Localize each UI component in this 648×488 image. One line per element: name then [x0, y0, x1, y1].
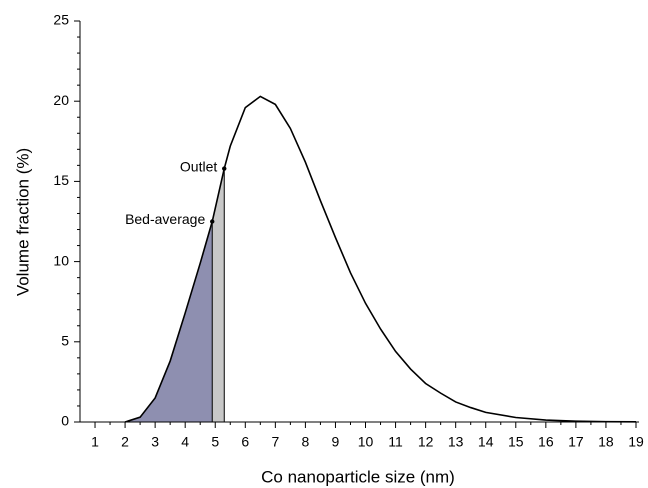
y-tick-label: 15 [53, 172, 69, 188]
y-tick-label: 25 [53, 12, 69, 28]
marker-point [210, 219, 215, 224]
x-tick-label: 11 [388, 434, 403, 450]
x-axis-title: Co nanoparticle size (nm) [261, 467, 455, 486]
x-tick-label: 6 [241, 434, 249, 450]
y-tick-label: 0 [61, 413, 69, 429]
x-tick-label: 17 [568, 434, 584, 450]
marker-point [222, 166, 227, 171]
x-tick-label: 19 [628, 434, 644, 450]
x-tick-label: 4 [181, 434, 189, 450]
annotation: Outlet [180, 158, 217, 174]
x-tick-label: 13 [448, 434, 464, 450]
x-tick-label: 10 [358, 434, 374, 450]
shaded-region [212, 168, 225, 422]
curve [124, 95, 636, 423]
x-tick-label: 18 [598, 434, 614, 450]
x-tick-label: 2 [121, 434, 129, 450]
y-tick-label: 5 [61, 333, 69, 349]
x-tick-label: 3 [151, 434, 159, 450]
x-tick-label: 14 [478, 434, 494, 450]
x-tick-label: 1 [91, 434, 99, 450]
y-tick-label: 20 [53, 92, 69, 108]
y-tick-label: 10 [53, 252, 69, 268]
x-tick-label: 12 [418, 434, 434, 450]
x-tick-label: 5 [211, 434, 219, 450]
x-tick-label: 7 [271, 434, 279, 450]
annotation: Bed-average [125, 211, 205, 227]
shaded-region [125, 221, 213, 422]
x-tick-label: 8 [302, 434, 310, 450]
y-axis-title: Volume fraction (%) [13, 148, 32, 296]
x-tick-label: 16 [538, 434, 554, 450]
x-tick-label: 9 [332, 434, 340, 450]
x-tick-label: 15 [508, 434, 524, 450]
